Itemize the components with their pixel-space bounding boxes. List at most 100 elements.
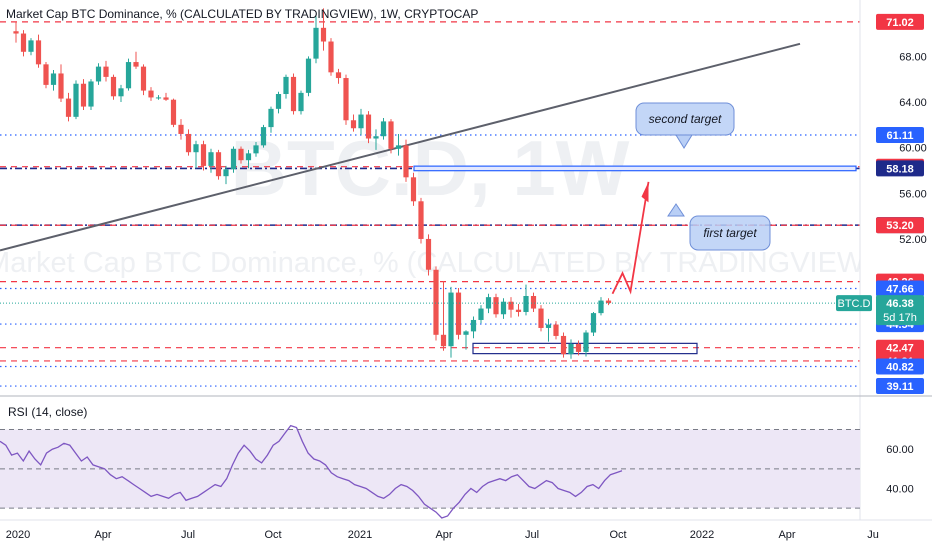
callout-first-target-text: first target	[703, 226, 757, 240]
candle-body-6	[58, 73, 64, 99]
y-tick-3: 56.00	[899, 188, 927, 200]
chart-title: Market Cap BTC Dominance, % (CALCULATED …	[6, 7, 479, 21]
candle-body-5	[50, 73, 57, 85]
x-tick-0: 2020	[6, 529, 30, 541]
level-label-12: 39.11	[887, 381, 914, 393]
level-label-bg-3	[876, 160, 924, 177]
candle-body-8	[73, 83, 79, 117]
level-label-bg-0	[876, 13, 924, 30]
level-label-11: 40.82	[886, 362, 914, 374]
candle-body-33	[260, 127, 267, 146]
current-price-label: 46.38	[886, 298, 914, 310]
candle-body-25	[200, 144, 207, 166]
candle-body-42	[328, 41, 334, 73]
candle-body-40	[313, 27, 319, 59]
x-tick-2: Jul	[181, 529, 195, 541]
x-tick-3: Oct	[264, 529, 281, 541]
candle-body-71	[545, 324, 552, 328]
candle-body-37	[290, 76, 297, 112]
candle-body-0	[13, 31, 19, 34]
candle-body-64	[493, 297, 499, 315]
rsi-tick-0: 60.00	[886, 444, 914, 456]
candle-body-45	[350, 120, 357, 129]
candle-body-61	[470, 319, 477, 332]
candle-body-63	[485, 297, 492, 309]
rsi-tick-1: 40.00	[886, 484, 914, 496]
candle-body-9	[80, 83, 87, 107]
candle-body-15	[125, 62, 132, 89]
x-tick-6: Jul	[525, 529, 539, 541]
level-label-3: 58.18	[886, 163, 914, 175]
x-tick-4: 2021	[348, 529, 372, 541]
candle-body-60	[463, 331, 469, 335]
projection-path	[611, 181, 650, 295]
candle-body-7	[65, 98, 72, 117]
candle-body-24	[193, 144, 199, 153]
candle-body-26	[208, 152, 214, 166]
candle-body-52	[403, 145, 409, 178]
candle-body-69	[530, 296, 537, 309]
candle-body-68	[523, 296, 529, 312]
countdown-label: 5d 17h	[883, 312, 917, 324]
candle-body-73	[560, 335, 567, 355]
candle-body-56	[433, 269, 439, 335]
candle-body-51	[395, 145, 402, 149]
candle-body-14	[118, 88, 124, 97]
candle-body-23	[185, 133, 192, 153]
y-tick-0: 68.00	[899, 51, 927, 63]
candle-body-10	[88, 81, 94, 107]
candle-body-41	[320, 27, 327, 42]
x-tick-7: Oct	[609, 529, 626, 541]
candle-body-70	[538, 308, 544, 328]
candle-body-16	[133, 62, 139, 67]
candle-body-28	[223, 169, 229, 177]
candle-body-38	[298, 92, 304, 112]
candle-body-21	[170, 99, 177, 125]
candle-body-22	[178, 124, 184, 134]
level-label-9: 42.47	[886, 343, 914, 355]
candle-body-36	[283, 76, 289, 95]
candle-body-34	[268, 108, 274, 128]
level-label-bg-1	[876, 126, 924, 143]
candle-body-74	[568, 343, 574, 355]
candle-body-66	[508, 301, 514, 310]
y-tick-2: 60.00	[899, 143, 927, 155]
candle-body-11	[95, 66, 102, 82]
projection-arrowhead	[641, 181, 649, 203]
candle-body-30	[238, 148, 244, 161]
candle-body-4	[43, 64, 49, 85]
candle-body-3	[35, 40, 42, 65]
callout-first-target: first target	[667, 203, 771, 251]
candle-body-54	[418, 201, 424, 239]
candle-body-29	[230, 148, 237, 170]
candle-body-19	[155, 97, 162, 99]
x-tick-9: Apr	[778, 529, 795, 541]
candle-body-47	[365, 114, 372, 139]
candle-body-79	[605, 300, 612, 304]
candle-body-59	[455, 292, 462, 335]
candle-body-55	[425, 238, 432, 270]
y-tick-1: 64.00	[899, 97, 927, 109]
callout-second-target-pointer	[675, 134, 693, 149]
candle-body-31	[245, 153, 252, 161]
callout-second-target: second target	[635, 102, 735, 149]
level-label-bg-12	[876, 378, 924, 395]
rsi-line	[0, 424, 623, 519]
level-label-1: 61.11	[887, 130, 914, 142]
x-tick-5: Apr	[435, 529, 452, 541]
candle-body-77	[590, 313, 597, 333]
candle-body-67	[515, 309, 522, 312]
level-label-bg-7	[876, 280, 924, 297]
candle-body-44	[343, 78, 349, 121]
candle-body-72	[553, 324, 559, 336]
candle-body-50	[388, 121, 394, 149]
current-price-bg	[876, 295, 924, 326]
symbol-badge: BTC.D	[838, 298, 871, 310]
candle-body-78	[598, 300, 604, 314]
level-label-5: 53.20	[886, 220, 914, 232]
symbol-badge-bg	[836, 295, 872, 312]
candle-body-46	[358, 114, 364, 129]
candle-body-20	[163, 97, 169, 100]
y-tick-4: 52.00	[899, 234, 927, 246]
